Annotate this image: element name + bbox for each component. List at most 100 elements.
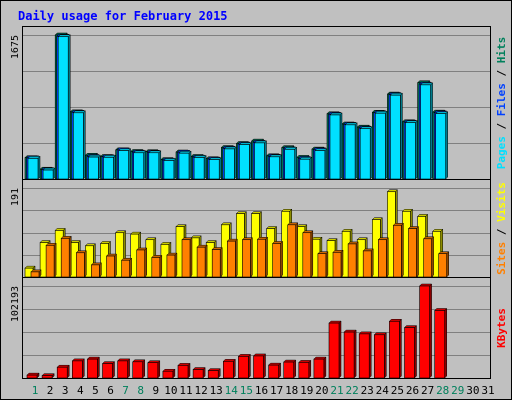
bar-sites-day-15 [241,237,254,278]
y-axis-label-part: / [495,222,508,242]
day-label: 2 [47,384,54,397]
day-label: 9 [152,384,159,397]
bar-kbytes-day-10 [162,368,176,379]
bar-sites-day-16 [256,236,269,278]
bar-pages-day-4 [72,110,86,180]
day-label: 7 [122,384,129,397]
bar-sites-day-4 [75,250,87,278]
series-pages [27,34,449,180]
bar-kbytes-day-11 [177,362,191,379]
y-axis-label-part: Pages [495,136,508,169]
bar-sites-day-23 [362,248,374,278]
bar-kbytes-day-18 [283,359,297,379]
bar-pages-day-10 [163,157,177,180]
bar-sites-day-22 [347,241,359,278]
bar-kbytes-day-2 [41,373,55,379]
panel-pages-files-hits: 1675 Pages / Files / Hits [10,26,508,180]
day-label: 29 [451,384,464,397]
bar-sites-day-17 [271,240,284,278]
bar-kbytes-day-20 [313,356,327,379]
bar-kbytes-day-24 [373,332,387,379]
bar-pages-day-7 [117,148,132,180]
bar-sites-day-3 [60,235,72,278]
day-label: 25 [391,384,404,397]
bar-pages-day-24 [374,110,388,180]
bar-kbytes-day-4 [71,358,85,379]
bar-sites-day-7 [120,257,133,278]
day-label: 14 [225,384,239,397]
day-label: 10 [164,384,177,397]
bar-pages-day-26 [404,120,419,180]
day-label: 13 [210,384,223,397]
bar-pages-day-19 [299,156,313,180]
day-label: 5 [92,384,99,397]
bar-kbytes-day-14 [222,358,236,379]
bar-kbytes-day-8 [132,359,146,379]
day-label: 17 [270,384,283,397]
day-label: 6 [107,384,114,397]
y-axis-label-part: Sites [495,242,508,275]
y-axis-series-label: Sites / Visits [495,182,508,275]
day-label: 4 [77,384,84,397]
bar-kbytes-day-9 [147,360,161,379]
bar-pages-day-18 [284,146,298,180]
bar-sites-day-19 [302,230,314,278]
bar-kbytes-day-23 [358,331,372,379]
bar-sites-day-18 [287,222,299,278]
chart-title: Daily usage for February 2015 [18,9,228,23]
day-label: 12 [194,384,207,397]
bar-kbytes-day-3 [56,364,70,379]
bar-kbytes-day-28 [434,307,448,379]
bar-sites-day-5 [90,262,103,278]
bar-pages-day-17 [268,154,283,180]
y-axis-label-part: / [495,116,508,136]
bar-sites-day-6 [105,253,118,278]
y-axis-label-part: / [495,63,508,83]
bar-sites-day-14 [226,238,238,278]
bar-pages-day-23 [359,126,373,180]
bar-kbytes-day-13 [207,368,221,379]
panel-border [22,277,491,379]
day-label: 3 [62,384,69,397]
bar-kbytes-day-25 [388,318,403,379]
bar-pages-day-28 [435,111,449,180]
bar-pages-day-27 [419,82,434,180]
y-axis-max-label: 1675 [10,35,21,59]
bar-pages-day-2 [42,167,56,180]
bar-kbytes-day-7 [116,358,131,379]
y-axis-label-part: Visits [495,182,508,222]
day-label: 8 [137,384,144,397]
bar-sites-day-24 [377,237,389,278]
day-label: 28 [436,384,449,397]
y-axis-label-part: KBytes [495,308,508,348]
day-label: 24 [376,384,390,397]
bar-kbytes-day-12 [192,366,206,379]
bar-kbytes-day-15 [237,353,252,379]
y-axis-max-label: 191 [10,188,21,206]
day-label: 18 [285,384,298,397]
bar-sites-day-21 [332,249,344,278]
bar-pages-day-13 [208,157,222,180]
bar-pages-day-1 [27,155,41,180]
series-sites [30,222,450,278]
bar-pages-day-6 [102,154,117,180]
bar-pages-day-12 [193,154,207,180]
bar-sites-day-10 [166,252,178,278]
y-axis-label-part: Hits [495,37,508,64]
bar-pages-day-11 [178,150,192,180]
bar-kbytes-day-19 [298,359,312,379]
y-axis-label-part: Files [495,83,508,116]
day-label: 30 [466,384,479,397]
bar-sites-day-9 [151,254,163,278]
bar-sites-day-26 [407,225,420,278]
day-label: 22 [345,384,358,397]
day-label: 11 [179,384,192,397]
y-axis-max-label: 102193 [10,286,21,322]
bar-pages-day-22 [344,122,358,180]
bar-pages-day-20 [314,148,328,180]
bar-pages-day-16 [253,140,268,180]
y-axis-series-label: Pages / Files / Hits [495,37,508,170]
day-label: 31 [481,384,494,397]
bar-sites-day-28 [438,251,450,278]
